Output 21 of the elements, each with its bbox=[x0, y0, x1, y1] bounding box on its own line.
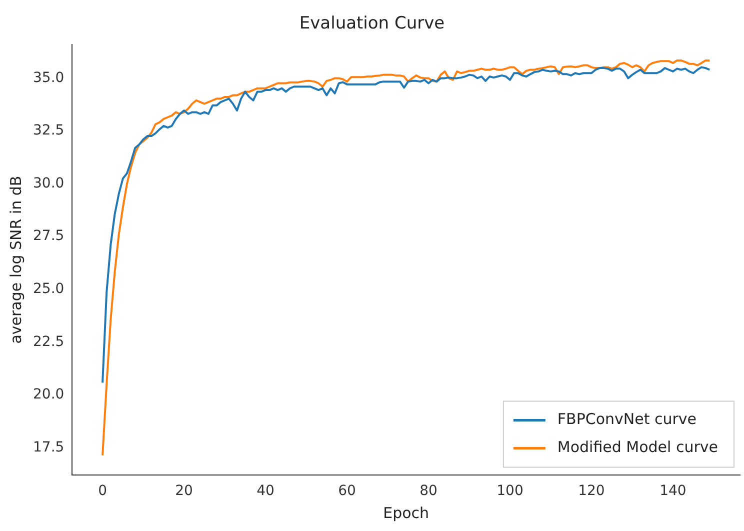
x-tick-label: 60 bbox=[338, 483, 356, 500]
y-tick-label: 25.0 bbox=[33, 281, 64, 298]
x-tick-label: 120 bbox=[578, 483, 605, 500]
y-tick-label: 32.5 bbox=[33, 122, 64, 139]
x-tick-label: 0 bbox=[98, 483, 107, 500]
legend-label: FBPConvNet curve bbox=[557, 410, 697, 428]
y-tick-label: 30.0 bbox=[33, 175, 64, 192]
y-tick-label: 20.0 bbox=[33, 386, 64, 403]
y-tick-label: 22.5 bbox=[33, 334, 64, 350]
y-tick-label: 35.0 bbox=[33, 70, 64, 86]
chart-title: Evaluation Curve bbox=[299, 14, 445, 34]
x-tick-label: 20 bbox=[175, 483, 193, 500]
x-tick-label: 140 bbox=[660, 483, 686, 500]
x-tick-label: 80 bbox=[420, 483, 438, 500]
x-tick-label: 40 bbox=[256, 483, 274, 500]
y-tick-label: 27.5 bbox=[33, 228, 64, 244]
x-axis-title: Epoch bbox=[383, 504, 430, 522]
x-tick-label: 100 bbox=[496, 483, 524, 500]
y-tick-label: 17.5 bbox=[33, 439, 64, 456]
y-axis-title: average log SNR in dB bbox=[6, 176, 25, 344]
legend-label: Modified Model curve bbox=[557, 438, 718, 456]
